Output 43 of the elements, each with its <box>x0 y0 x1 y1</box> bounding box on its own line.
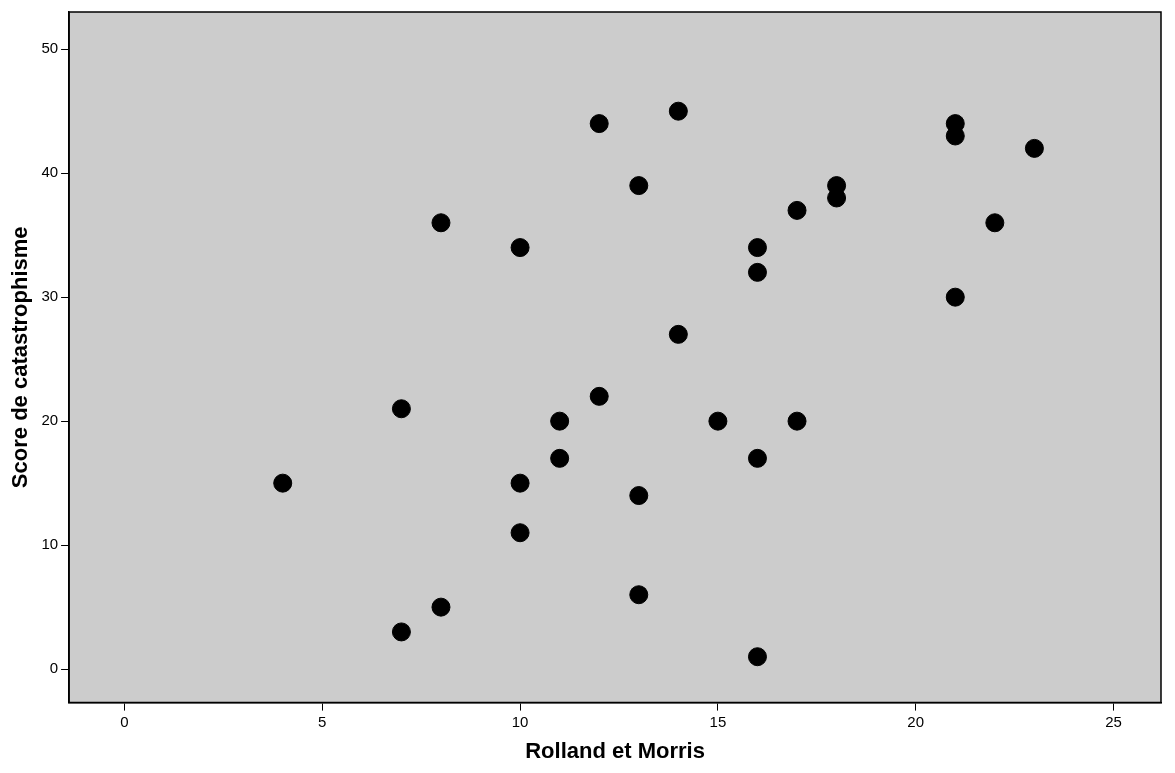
point <box>550 448 570 468</box>
y-tick-label: 40 <box>41 163 59 181</box>
point <box>708 411 728 431</box>
x-tick-label: 5 <box>318 712 327 730</box>
point <box>550 411 570 431</box>
point <box>431 597 451 617</box>
y-tick-label: 20 <box>41 411 59 429</box>
point <box>273 473 293 493</box>
y-axis-title: Score de catastrophisme <box>7 226 33 489</box>
point <box>510 523 530 543</box>
point <box>510 473 530 493</box>
point <box>391 399 411 419</box>
y-tick-label: 0 <box>49 659 59 677</box>
y-tick-label: 30 <box>41 287 59 305</box>
x-tick-label: 0 <box>120 712 129 730</box>
point <box>431 213 451 233</box>
point <box>629 176 649 196</box>
point <box>827 188 847 208</box>
point <box>985 213 1005 233</box>
point <box>747 262 767 282</box>
point <box>787 411 807 431</box>
x-axis-title: Rolland et Morris <box>525 737 705 763</box>
point <box>668 324 688 344</box>
point <box>668 101 688 121</box>
point <box>510 238 530 258</box>
y-tick-label: 50 <box>41 39 59 57</box>
point <box>629 585 649 605</box>
x-tick-label: 10 <box>511 712 529 730</box>
point <box>747 647 767 667</box>
point <box>787 200 807 220</box>
point <box>629 486 649 506</box>
point <box>945 126 965 146</box>
point <box>589 114 609 134</box>
x-tick-label: 20 <box>907 712 925 730</box>
x-tick-label: 25 <box>1105 712 1122 730</box>
point <box>945 287 965 307</box>
point <box>747 238 767 258</box>
x-tick-label: 15 <box>709 712 727 730</box>
point <box>1024 138 1044 158</box>
point <box>589 386 609 406</box>
point <box>747 448 767 468</box>
point <box>391 622 411 642</box>
y-tick-label: 10 <box>41 535 59 553</box>
